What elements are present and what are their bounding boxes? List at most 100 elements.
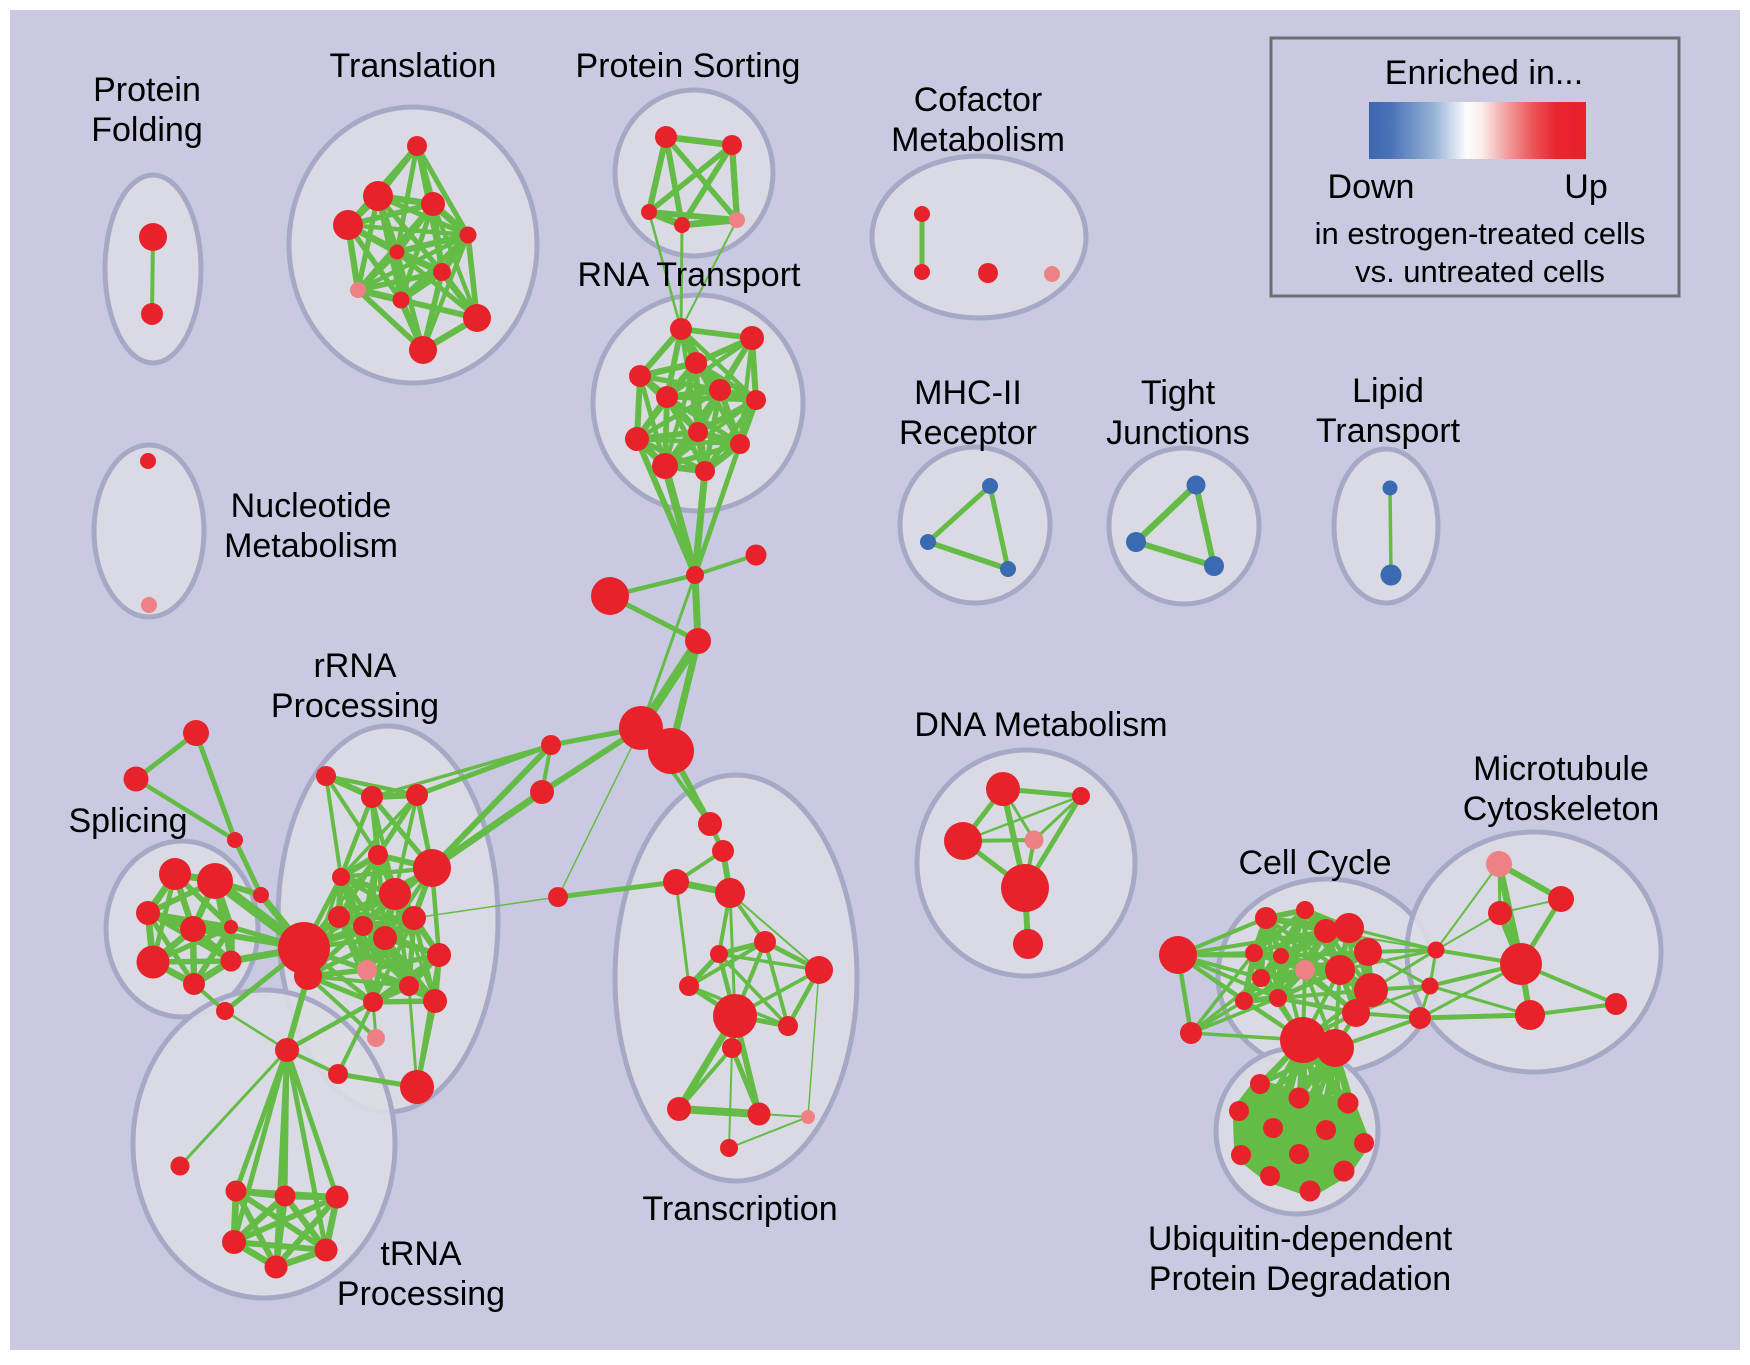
edge-st2-st3 <box>134 777 237 842</box>
gene-set-node-sp2 <box>197 863 233 899</box>
gene-set-node-rt2 <box>740 326 764 350</box>
gene-set-node-rt7 <box>746 390 766 410</box>
gene-set-node-pf2 <box>141 303 163 325</box>
edge-tx7-tx8 <box>677 1046 734 1111</box>
gene-set-node-ub11 <box>1260 1166 1280 1186</box>
edge-cc1-cc5 <box>1177 929 1327 957</box>
edge-mc1-mt1 <box>1435 863 1500 951</box>
gene-set-node-cc6 <box>1334 913 1364 943</box>
edge-rt1-rt6 <box>664 328 684 398</box>
cluster-ellipse-nucleotide-metabolism <box>91 442 207 620</box>
gene-set-node-st2 <box>123 766 149 792</box>
gene-set-node-cn2 <box>712 840 734 862</box>
gene-set-node-mc1 <box>1427 941 1445 959</box>
gene-set-node-rn10 <box>402 906 426 930</box>
gene-set-node-tj3 <box>1204 556 1224 576</box>
edge-sp8-st3 <box>232 838 264 897</box>
gene-set-node-ub8 <box>1231 1145 1251 1165</box>
gene-set-node-tr8 <box>350 282 366 298</box>
gene-set-node-sp5 <box>224 920 238 934</box>
gene-set-node-mh2 <box>920 534 936 550</box>
gene-set-node-cc3 <box>1255 907 1277 929</box>
cluster-label-protein-folding: Protein Folding <box>91 71 203 149</box>
gene-set-node-ub5 <box>1263 1118 1283 1138</box>
edge-ps4-rt1 <box>679 224 684 330</box>
gene-set-node-nm2 <box>141 597 157 613</box>
gene-set-node-ps4 <box>674 217 690 233</box>
gene-set-node-sp4 <box>180 916 206 942</box>
edge-rt11-ch1 <box>661 464 699 577</box>
gene-set-node-tn3 <box>325 1185 349 1209</box>
gene-set-node-rn4 <box>368 845 388 865</box>
edge-tr2-tr8 <box>355 195 381 291</box>
gene-set-node-cc7 <box>1245 944 1263 962</box>
cluster-label-transcription: Transcription <box>642 1190 837 1228</box>
edge-tx10-tx11 <box>728 1116 809 1149</box>
gene-set-node-dm1 <box>986 772 1020 806</box>
gene-set-node-ch2 <box>745 544 767 566</box>
gene-set-node-tx8 <box>667 1097 691 1121</box>
gene-set-node-mt6 <box>1605 993 1627 1015</box>
gene-set-node-lc1 <box>541 735 561 755</box>
gene-set-node-cc17 <box>1280 1017 1326 1063</box>
cluster-label-dna-metabolism: DNA Metabolism <box>914 706 1167 744</box>
gene-set-node-tn1 <box>225 1180 247 1202</box>
cluster-label-cell-cycle: Cell Cycle <box>1238 844 1391 882</box>
gene-set-node-ps1 <box>655 126 677 148</box>
gene-set-node-rn13 <box>427 943 451 967</box>
gene-set-node-mc2 <box>1421 977 1439 995</box>
edge-tn2-tn6 <box>272 1195 289 1268</box>
edge-tn4-tn5 <box>233 1239 327 1253</box>
cluster-label-rrna-processing: rRNA Processing <box>271 647 439 725</box>
gene-set-node-ps5 <box>729 212 745 228</box>
edge-ps1-ps3 <box>645 136 670 213</box>
gene-set-node-cc10 <box>1354 938 1382 966</box>
edge-ps5-rt1 <box>680 219 738 330</box>
gene-set-node-cc15 <box>1354 973 1388 1007</box>
edge-tx2-tx6 <box>717 952 790 1028</box>
gene-set-node-ub4 <box>1229 1101 1249 1121</box>
gene-set-node-rn14 <box>399 976 419 996</box>
edge-tx8-tx9 <box>678 1105 760 1118</box>
gene-set-node-cm4 <box>1044 266 1060 282</box>
edge-tn1-tn6 <box>233 1189 279 1269</box>
gene-set-node-rt12 <box>695 461 715 481</box>
edge-rt7-rt12 <box>702 398 759 473</box>
legend-caption-line2: vs. untreated cells <box>1355 254 1605 289</box>
gene-set-node-dm6 <box>1013 929 1043 959</box>
edge-cc2-cc11 <box>1189 976 1263 1035</box>
gene-set-node-cc8 <box>1273 948 1289 964</box>
edge-cc2-cc7 <box>1189 951 1256 1035</box>
gene-set-node-tx4 <box>679 976 699 996</box>
cluster-label-tight-junctions: Tight Junctions <box>1106 374 1250 452</box>
gene-set-node-ch4 <box>685 628 711 654</box>
edge-cc2-cc13 <box>1190 996 1279 1035</box>
gene-set-node-rn3 <box>406 784 428 806</box>
gene-set-node-nm1 <box>140 453 156 469</box>
edge-rn2-lc1 <box>371 743 552 799</box>
edge-tr3-tr10 <box>430 203 480 319</box>
edge-rt1-rt7 <box>679 327 758 402</box>
gene-set-node-rn17 <box>367 1029 385 1047</box>
gene-set-node-tn5 <box>314 1238 338 1262</box>
gene-set-node-tx1 <box>754 931 776 953</box>
cluster-label-translation: Translation <box>330 47 497 85</box>
gene-set-node-rn15 <box>423 989 447 1013</box>
gene-set-node-rn19 <box>328 1064 348 1084</box>
gene-set-node-ps2 <box>722 135 742 155</box>
gene-set-node-tn6 <box>264 1255 288 1279</box>
legend-caption-line1: in estrogen-treated cells <box>1315 216 1646 251</box>
legend-up-label: Up <box>1564 168 1607 206</box>
edge-rn11-rn15 <box>383 936 437 1003</box>
cluster-ellipse-tight-junctions <box>1106 445 1262 607</box>
gene-set-node-tn4 <box>222 1230 246 1254</box>
cluster-ellipse-dna-metabolism <box>914 747 1138 979</box>
gene-set-node-cc18 <box>1316 1029 1354 1067</box>
edge-hp1-lt1 <box>557 727 642 898</box>
gene-set-node-rt5 <box>709 379 731 401</box>
gene-set-node-ps3 <box>641 204 657 220</box>
cluster-label-cofactor-metabolism: Cofactor Metabolism <box>891 81 1065 159</box>
gene-set-node-lc2 <box>530 780 554 804</box>
gene-set-node-tr3 <box>421 192 445 216</box>
